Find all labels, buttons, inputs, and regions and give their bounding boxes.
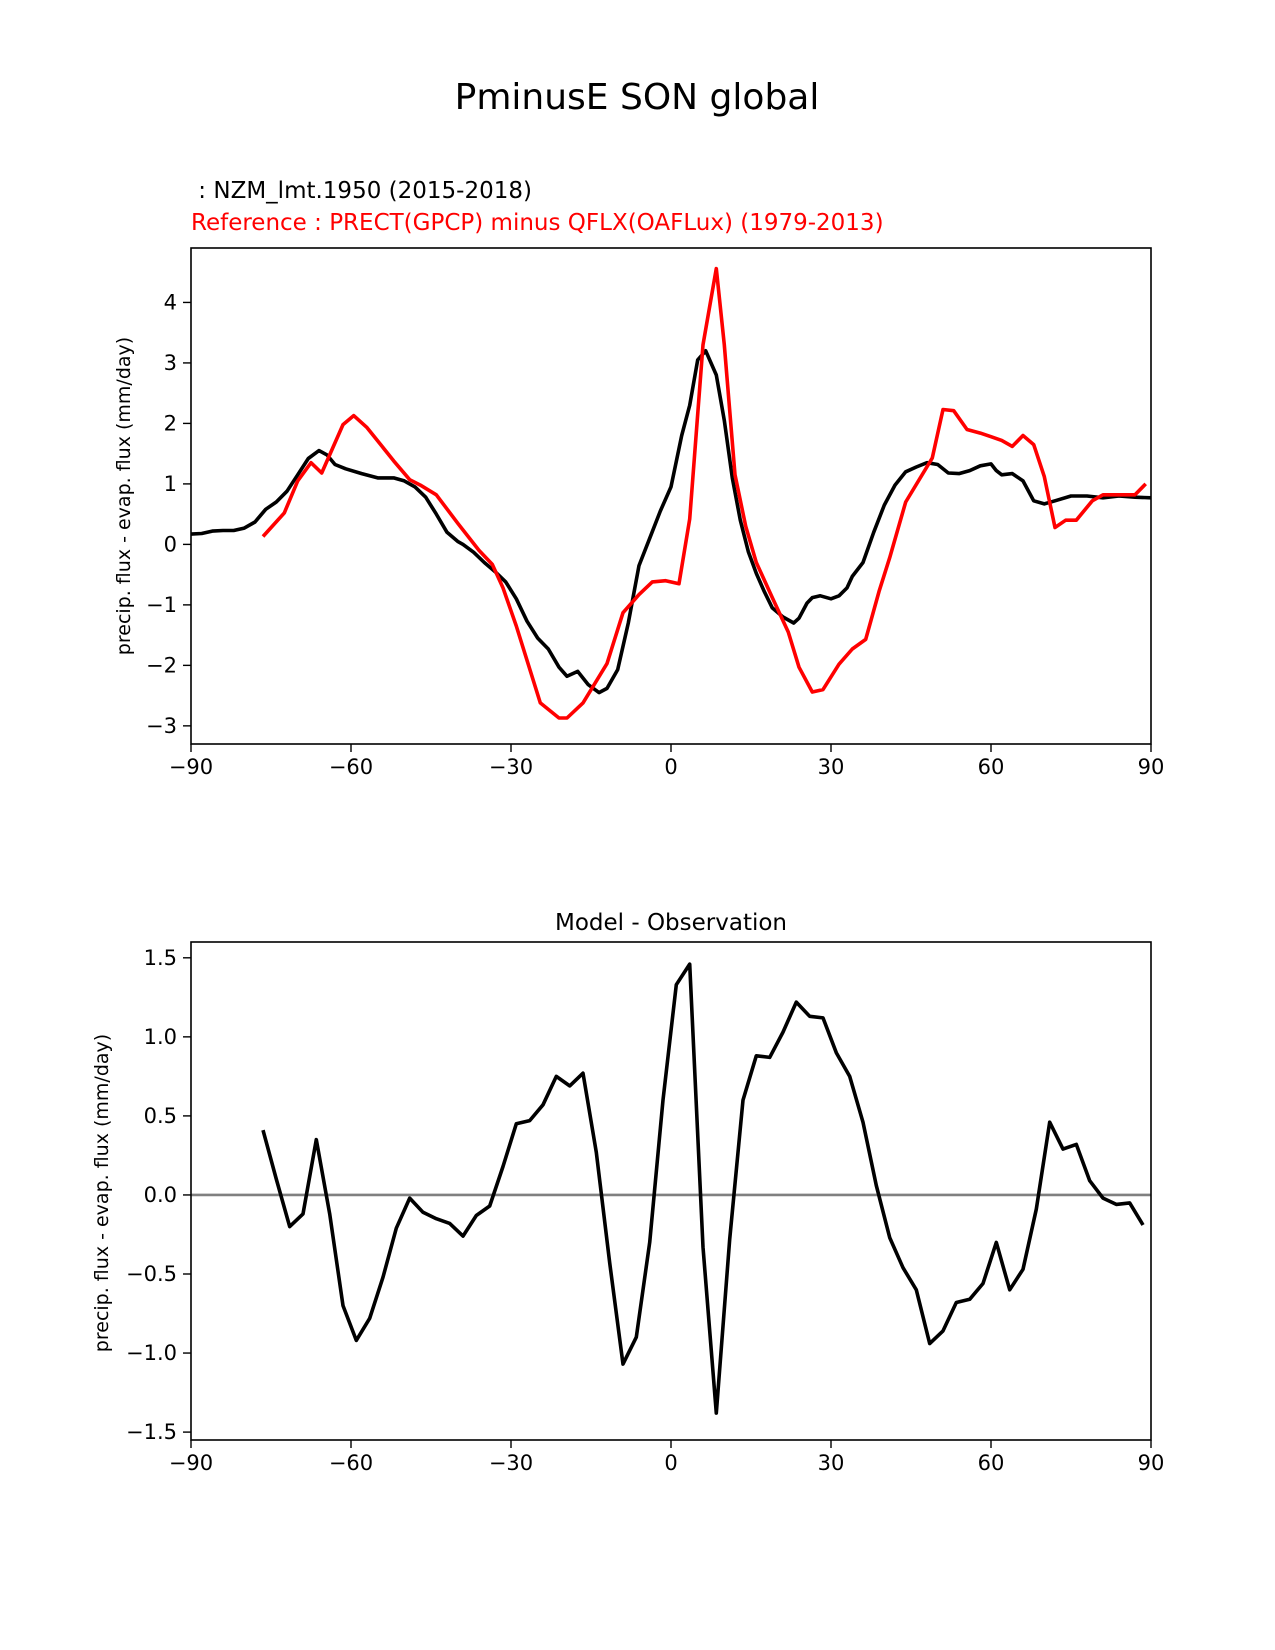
top-ylabel: precip. flux - evap. flux (mm/day): [113, 337, 135, 655]
top-xtick-label: 60: [978, 755, 1005, 779]
bottom-xtick-label: 30: [818, 1451, 845, 1475]
bottom-xtick-label: −60: [329, 1451, 373, 1475]
figure-title: PminusE SON global: [455, 77, 820, 118]
bottom-xtick-label: −90: [169, 1451, 213, 1475]
top-ytick-label: 0: [164, 532, 177, 556]
bottom-title: Model - Observation: [555, 910, 787, 936]
bottom-ytick-label: −1.5: [126, 1420, 177, 1444]
bottom-axes-frame: [190, 941, 1152, 1441]
bottom-xtick-label: 0: [664, 1451, 677, 1475]
bottom-ytick-label: 1.0: [144, 1025, 177, 1049]
bottom-ytick-label: −0.5: [126, 1262, 177, 1286]
bottom-xtick-label: −30: [489, 1451, 533, 1475]
bottom-ytick-label: 0.0: [144, 1183, 177, 1207]
bottom-ytick-label: 0.5: [144, 1104, 177, 1128]
top-ytick-label: −3: [146, 714, 177, 738]
top-reference-title: Reference : PRECT(GPCP) minus QFLX(OAFLu…: [191, 210, 884, 236]
top-plot-area: −90 −60 −30 0 30 60 90 −3 −2 −1 0 1 2 3 4: [146, 266, 1165, 779]
top-xtick-label: 90: [1138, 755, 1165, 779]
top-xtick-label: −30: [489, 755, 533, 779]
bottom-series-0: [261, 962, 1145, 1415]
top-xtick-label: −90: [169, 755, 213, 779]
bottom-ylabel: precip. flux - evap. flux (mm/day): [91, 1034, 113, 1352]
bottom-ytick-label: −1.0: [126, 1341, 177, 1365]
top-xtick-label: 30: [818, 755, 845, 779]
top-ytick-label: −1: [146, 593, 177, 617]
bottom-xtick-label: 60: [978, 1451, 1005, 1475]
bottom-panel: Model - Observation precip. flux - evap.…: [91, 910, 1164, 1475]
bottom-ytick-label: 1.5: [144, 946, 177, 970]
top-panel: : NZM_lmt.1950 (2015-2018) Reference : P…: [113, 178, 1164, 779]
top-model-title: : NZM_lmt.1950 (2015-2018): [191, 178, 532, 204]
top-ytick-label: 2: [164, 411, 177, 435]
top-axes-frame: [190, 247, 1152, 745]
top-series-1: [261, 266, 1147, 720]
top-xtick-label: −60: [329, 755, 373, 779]
top-ytick-label: 4: [164, 290, 177, 314]
top-ytick-label: 3: [164, 351, 177, 375]
top-series-0: [190, 348, 1152, 695]
top-xtick-label: 0: [664, 755, 677, 779]
bottom-plot-area: −90 −60 −30 0 30 60 90 −1.5 −1.0 −0.5 0.0 0.5 1.0 1.5: [126, 946, 1164, 1475]
top-ytick-label: −2: [146, 653, 177, 677]
bottom-xtick-label: 90: [1138, 1451, 1165, 1475]
top-ytick-label: 1: [164, 472, 177, 496]
